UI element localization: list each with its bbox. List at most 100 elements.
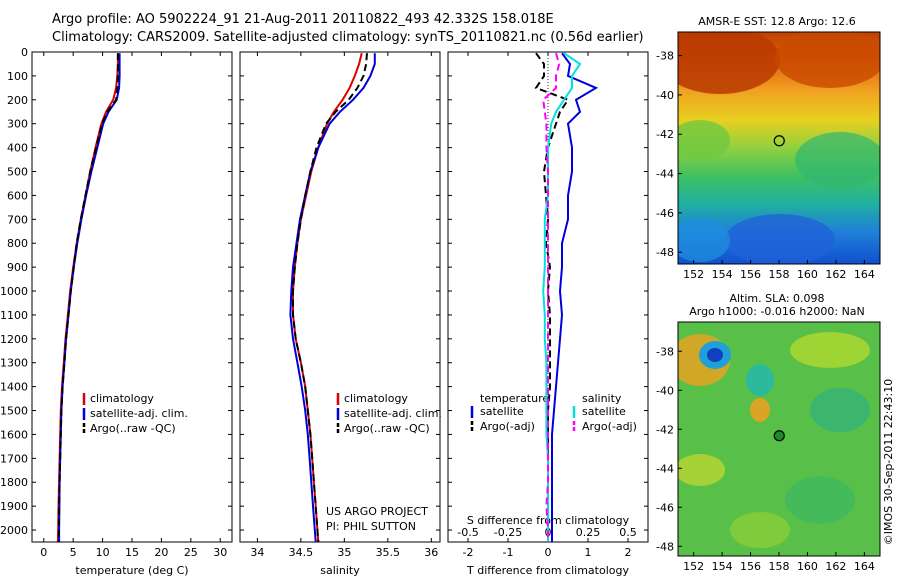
map-lon-label: 158 [769, 268, 790, 281]
y-tick-label: 800 [7, 237, 28, 250]
series-line-satellite-adj-clim- [289, 53, 376, 543]
salinity-legend: climatology satellite-adj. clim. Argo(..… [326, 392, 442, 533]
legend-head-temperature: temperature [480, 392, 549, 405]
x-axis-label: salinity [320, 564, 360, 577]
x-tick-label: 34.5 [289, 546, 314, 559]
map-lat-label: -42 [656, 128, 674, 141]
temperature-plot-frame [31, 51, 233, 543]
difference-legend: temperature salinity satellite Argo(-adj… [470, 392, 637, 433]
y-tick-label: 2000 [0, 524, 28, 537]
map-lon-label: 152 [683, 560, 704, 573]
sla-map: Altim. SLA: 0.098 Argo h1000: -0.016 h20… [677, 292, 881, 557]
legend-label-satellite: satellite-adj. clim. [90, 407, 188, 420]
map-lat-label: -44 [656, 462, 674, 475]
y-tick-label: 1400 [0, 381, 28, 394]
sla-map-title-1: Altim. SLA: 0.098 [729, 292, 824, 305]
legend-label-satellite: satellite-adj. clim. [344, 407, 442, 420]
legend-label-argo: Argo(..raw -QC) [344, 422, 430, 435]
legend-label-temp-argo: Argo(-adj) [480, 420, 535, 433]
y-tick-label: 100 [7, 70, 28, 83]
map-lat-label: -48 [656, 246, 674, 259]
x-tick-label: 15 [125, 546, 139, 559]
map-lon-label: 160 [797, 268, 818, 281]
legend-label-temp-satellite: satellite [480, 405, 524, 418]
y-tick-label: 900 [7, 261, 28, 274]
legend-label-climatology: climatology [344, 392, 408, 405]
map-lon-label: 156 [740, 560, 761, 573]
x-axis-label: T difference from climatology [466, 564, 629, 577]
map-lon-label: 160 [797, 560, 818, 573]
map-lon-label: 158 [769, 560, 790, 573]
x-tick-label: 5 [70, 546, 77, 559]
map-lon-label: 152 [683, 268, 704, 281]
y-tick-label: 1100 [0, 309, 28, 322]
x-tick-label: 2 [625, 546, 632, 559]
x-tick-label: 36 [424, 546, 438, 559]
sst-map: AMSR-E SST: 12.8 Argo: 12.6 [677, 15, 881, 265]
y-tick-label: 500 [7, 166, 28, 179]
map-lon-label: 162 [825, 268, 846, 281]
x-tick-label: 10 [96, 546, 110, 559]
map-lat-label: -38 [656, 345, 674, 358]
y-tick-label: 0 [21, 46, 28, 59]
x-tick-label: 1 [585, 546, 592, 559]
y-tick-label: 1800 [0, 476, 28, 489]
project-label: US ARGO PROJECT [326, 505, 428, 518]
temperature-panel [31, 51, 233, 543]
sla-map-title-2: Argo h1000: -0.016 h2000: NaN [689, 305, 865, 318]
series-line-argo-raw-qc- [292, 53, 368, 543]
map-lat-label: -42 [656, 423, 674, 436]
series-line-salinity-argo-adj- [542, 52, 561, 542]
x-tick-label: 25 [184, 546, 198, 559]
x-tick-label: 34 [250, 546, 264, 559]
y-tick-label: 1500 [0, 405, 28, 418]
series-line-argo-raw-qc- [57, 53, 119, 543]
x-tick-label: -2 [463, 546, 474, 559]
s-tick-label: 0.25 [576, 526, 601, 539]
pi-label: PI: PHIL SUTTON [326, 520, 416, 533]
legend-label-sal-argo: Argo(-adj) [582, 420, 637, 433]
map-lon-label: 164 [854, 268, 875, 281]
s-tick-label: -0.25 [494, 526, 522, 539]
x-tick-label: 35.5 [376, 546, 401, 559]
x-tick-label: 0 [40, 546, 47, 559]
temperature-legend: climatology satellite-adj. clim. Argo(..… [82, 392, 188, 435]
map-lon-label: 162 [825, 560, 846, 573]
s-tick-label: 0.5 [619, 526, 637, 539]
map-lat-label: -46 [656, 501, 674, 514]
y-tick-label: 300 [7, 118, 28, 131]
salinity-plot-frame [239, 51, 441, 543]
map-lon-label: 154 [712, 268, 733, 281]
figure-title: Argo profile: AO 5902224_91 21-Aug-2011 … [52, 12, 554, 27]
series-line-temperature-argo-adj- [534, 52, 570, 542]
map-lon-label: 154 [712, 560, 733, 573]
y-tick-label: 1200 [0, 333, 28, 346]
legend-head-salinity: salinity [582, 392, 622, 405]
x-tick-label: 35 [337, 546, 351, 559]
y-tick-label: 1000 [0, 285, 28, 298]
y-tick-label: 200 [7, 94, 28, 107]
y-tick-label: 400 [7, 142, 28, 155]
y-tick-label: 700 [7, 213, 28, 226]
map-lon-label: 164 [854, 560, 875, 573]
y-tick-label: 1600 [0, 428, 28, 441]
argo-float-marker [773, 135, 785, 147]
map-lat-label: -40 [656, 89, 674, 102]
y-tick-label: 1300 [0, 357, 28, 370]
salinity-panel [239, 51, 441, 543]
sst-field [678, 32, 880, 264]
series-line-temperature-satellite [551, 52, 599, 542]
x-tick-label: 30 [213, 546, 227, 559]
map-lat-label: -48 [656, 540, 674, 553]
s-tick-label: -0.5 [457, 526, 478, 539]
legend-label-argo: Argo(..raw -QC) [90, 422, 176, 435]
x-tick-label: 0 [545, 546, 552, 559]
map-lat-label: -40 [656, 384, 674, 397]
x-tick-label: 20 [154, 546, 168, 559]
legend-label-sal-satellite: satellite [582, 405, 626, 418]
y-tick-label: 1900 [0, 500, 28, 513]
x-axis-label: temperature (deg C) [75, 564, 188, 577]
sst-map-title: AMSR-E SST: 12.8 Argo: 12.6 [698, 15, 856, 28]
map-lon-label: 156 [740, 268, 761, 281]
